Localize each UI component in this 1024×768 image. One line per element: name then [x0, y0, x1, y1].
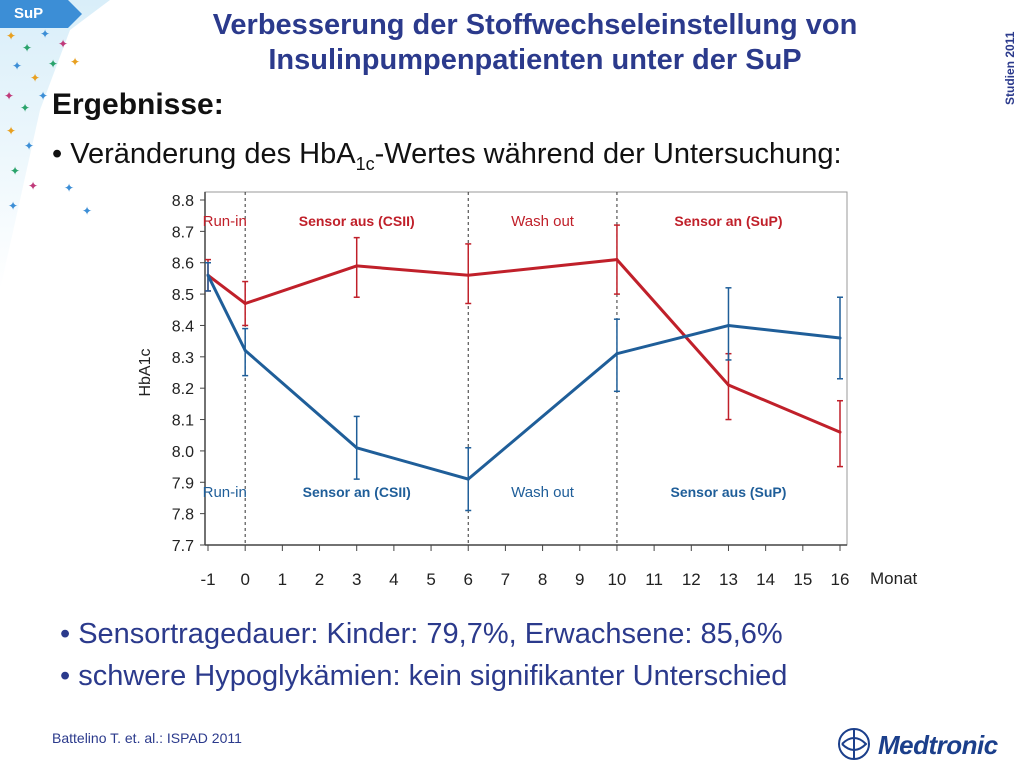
- data-point: [838, 336, 842, 340]
- results-heading: Ergebnisse:: [52, 88, 224, 121]
- x-tick-label: 5: [426, 570, 435, 589]
- plot-area: 7.7 7.8 7.9 8.0 8.1 8.2 8.3 8.4 8.5 8.6 8.7 8.8 -1 0 1…: [137, 191, 918, 589]
- phase-label-bottom: Sensor an (CSII): [303, 484, 411, 500]
- data-point: [726, 323, 730, 327]
- tab-shape: [0, 0, 82, 28]
- data-point: [243, 302, 247, 305]
- x-tick-label: 8: [538, 570, 547, 589]
- data-point: [355, 264, 359, 268]
- svg-text:✦: ✦: [4, 89, 14, 103]
- y-tick-label: 7.9: [172, 475, 194, 492]
- svg-text:✦: ✦: [30, 71, 40, 85]
- svg-text:✦: ✦: [40, 27, 50, 41]
- x-tick-label: 2: [315, 570, 324, 589]
- phase-label-top: Wash out: [511, 213, 575, 230]
- bullet-hba1c-change: • Veränderung des HbA1c-Wertes während d…: [52, 138, 842, 175]
- svg-text:✦: ✦: [8, 199, 18, 213]
- x-tick-label: 11: [645, 570, 663, 589]
- svg-text:✦: ✦: [22, 41, 32, 55]
- phase-label-bottom: Sensor aus (SuP): [671, 484, 787, 500]
- x-tick-label: 1: [278, 570, 287, 589]
- svg-text:✦: ✦: [70, 55, 80, 69]
- x-axis-label: Monat: [870, 569, 918, 588]
- bullet1-text-a: • Veränderung des HbA: [52, 138, 356, 170]
- y-tick-label: 8.4: [172, 318, 194, 335]
- svg-text:✦: ✦: [6, 29, 16, 43]
- y-axis-label: HbA1c: [137, 348, 154, 396]
- x-tick-label: 7: [501, 570, 510, 589]
- svg-text:✦: ✦: [6, 124, 16, 138]
- title-line-2: Insulinpumpenpatienten unter der SuP: [268, 44, 802, 76]
- x-tick-label: 0: [240, 570, 249, 589]
- data-point: [355, 446, 359, 450]
- bullet-sensor-wear: • Sensortragedauer: Kinder: 79,7%, Erwac…: [60, 618, 783, 650]
- y-tick-label: 8.0: [172, 444, 194, 461]
- sup-tab-label: SuP: [14, 5, 44, 22]
- data-point: [838, 430, 842, 434]
- x-tick-label: 16: [831, 570, 850, 589]
- phase-label-top: Run-in: [203, 213, 247, 230]
- data-point: [206, 273, 210, 277]
- svg-text:✦: ✦: [20, 101, 30, 115]
- x-tick-label: 14: [756, 570, 775, 589]
- y-tick-label: 8.6: [172, 256, 194, 273]
- y-tick-label: 8.2: [172, 381, 194, 398]
- bullet1-text-b: -Wertes während der Untersuchung:: [374, 138, 842, 170]
- sup-tab: SuP: [0, 0, 82, 28]
- data-point: [466, 477, 470, 481]
- x-tick-label: 12: [682, 570, 701, 589]
- y-tick-label: 8.7: [172, 224, 194, 241]
- data-point: [726, 383, 730, 387]
- y-tick-label: 8.3: [172, 350, 194, 367]
- x-tick-label: 13: [719, 570, 738, 589]
- y-tick-label: 8.5: [172, 287, 194, 304]
- x-tick-label: 4: [389, 570, 398, 589]
- svg-text:✦: ✦: [58, 37, 68, 51]
- phase-label-top: Sensor aus (CSII): [299, 213, 415, 229]
- bullet-hypoglycemia: • schwere Hypoglykämien: kein signifikan…: [60, 660, 788, 692]
- svg-text:✦: ✦: [10, 164, 20, 178]
- slide-title: Verbesserung der Stoffwechseleinstellung…: [150, 8, 920, 78]
- x-tick-label: 10: [607, 570, 626, 589]
- data-point: [615, 352, 619, 356]
- svg-text:✦: ✦: [48, 57, 58, 71]
- svg-text:✦: ✦: [24, 139, 34, 153]
- y-tick-label: 8.1: [172, 413, 194, 430]
- x-tick-label: 9: [575, 570, 584, 589]
- phase-label-bottom: Wash out: [511, 484, 575, 501]
- svg-text:✦: ✦: [12, 59, 22, 73]
- svg-text:✦: ✦: [28, 179, 38, 193]
- svg-text:✦: ✦: [64, 181, 74, 195]
- logo-text: Medtronic: [878, 730, 998, 760]
- data-point: [466, 273, 470, 277]
- medtronic-logo: Medtronic: [836, 726, 1016, 762]
- data-point: [615, 258, 619, 262]
- phase-label-bottom: Run-in: [203, 484, 247, 501]
- svg-text:✦: ✦: [82, 204, 92, 218]
- title-line-1: Verbesserung der Stoffwechseleinstellung…: [212, 9, 858, 41]
- y-tick-label: 8.8: [172, 193, 194, 210]
- svg-text:✦: ✦: [38, 89, 48, 103]
- citation: Battelino T. et. al.: ISPAD 2011: [52, 730, 242, 746]
- x-tick-label: 15: [793, 570, 812, 589]
- phase-label-top: Sensor an (SuP): [674, 213, 782, 229]
- x-tick-label: 6: [464, 570, 473, 589]
- chart-background: [136, 180, 856, 610]
- x-tick-label: 3: [352, 570, 361, 589]
- bullet1-subscript: 1c: [355, 153, 375, 174]
- data-point: [243, 349, 247, 353]
- y-tick-label: 7.7: [172, 538, 194, 555]
- y-tick-label: 7.8: [172, 507, 194, 524]
- x-tick-label: -1: [200, 570, 215, 589]
- medtronic-emblem-icon: [838, 728, 870, 760]
- decorative-stars-background: ✦✦ ✦✦ ✦✦ ✦ ✦ ✦✦ ✦✦ ✦✦ ✦✦ ✦✦: [0, 0, 110, 290]
